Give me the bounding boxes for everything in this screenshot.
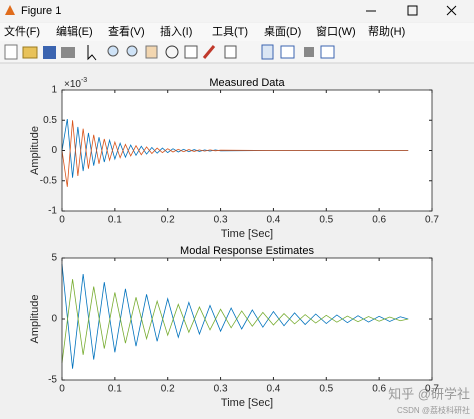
y-axis-label: Amplitude xyxy=(29,295,41,344)
watermark: 知乎 @研学社 xyxy=(388,386,470,401)
tool-new[interactable] xyxy=(4,44,18,60)
tool-datatip[interactable] xyxy=(184,45,198,59)
menu-item[interactable]: 查看(V) xyxy=(108,24,145,38)
x-tick-label: 0.5 xyxy=(319,384,333,395)
y-multiplier: ×10-3 xyxy=(64,77,87,90)
tool-colorbar[interactable] xyxy=(261,44,274,60)
chart-title: Measured Data xyxy=(209,77,285,89)
y-multiplier-base: ×10 xyxy=(64,79,81,90)
y-multiplier-exponent: -3 xyxy=(81,77,87,84)
x-tick-label: 0.6 xyxy=(372,215,386,226)
x-tick-label: 0.1 xyxy=(108,215,122,226)
x-tick-label: 0.1 xyxy=(108,384,122,395)
y-tick-label: -0.5 xyxy=(40,175,58,186)
y-tick-label: 0 xyxy=(51,145,57,156)
x-tick-label: 0.7 xyxy=(425,384,439,395)
tool-zoom-out[interactable] xyxy=(126,45,138,57)
y-tick-label: 5 xyxy=(51,253,57,264)
app-icon xyxy=(5,5,15,15)
axes-box xyxy=(61,89,433,212)
x-tick-label: 0.5 xyxy=(319,215,333,226)
series-line xyxy=(61,120,409,187)
chart-title: Modal Response Estimates xyxy=(180,245,314,257)
series-line xyxy=(61,279,409,363)
y-axis-label: Amplitude xyxy=(29,126,41,175)
menu-item[interactable]: 插入(I) xyxy=(160,24,192,38)
x-tick-label: 0.6 xyxy=(372,384,386,395)
x-tick-label: 0.2 xyxy=(161,384,175,395)
window-title: Figure 1 xyxy=(21,5,61,17)
tool-brush[interactable] xyxy=(202,45,216,59)
y-tick-label: 0.5 xyxy=(43,115,57,126)
tool-hide[interactable] xyxy=(304,47,314,57)
close-button[interactable] xyxy=(446,5,457,16)
y-tick-label: -5 xyxy=(48,375,57,386)
tool-print[interactable] xyxy=(61,47,75,58)
x-tick-label: 0 xyxy=(59,384,65,395)
menu-items: 文件(F) 编辑(E) 查看(V) 插入(I) 工具(T) 桌面(D) 窗口(W) 帮助(H) xyxy=(4,24,405,38)
title-bar xyxy=(0,0,474,22)
x-tick-label: 0.7 xyxy=(425,215,439,226)
tool-pan[interactable] xyxy=(145,45,158,59)
menu-item[interactable]: 桌面(D) xyxy=(264,25,301,38)
tool-legend[interactable] xyxy=(280,45,295,59)
y-tick-label: 1 xyxy=(51,85,57,96)
axes-box xyxy=(61,257,433,381)
x-axis-label: Time [Sec] xyxy=(221,228,273,240)
y-tick-label: -1 xyxy=(48,206,57,217)
tool-save[interactable] xyxy=(43,46,56,59)
x-axis-label: Time [Sec] xyxy=(221,397,273,409)
toolbar-icons xyxy=(4,44,335,61)
menu-item[interactable]: 文件(F) xyxy=(4,24,40,38)
x-tick-label: 0.4 xyxy=(266,384,280,395)
watermark-sub: CSDN @荔枝科研社 xyxy=(397,405,470,415)
x-tick-label: 0.2 xyxy=(161,215,175,226)
tool-zoom-in[interactable] xyxy=(107,45,119,57)
tool-link[interactable] xyxy=(224,45,237,59)
menu-item[interactable]: 帮助(H) xyxy=(368,24,405,38)
y-tick-label: 0 xyxy=(51,314,57,325)
tool-show[interactable] xyxy=(320,45,335,59)
x-tick-label: 0.4 xyxy=(266,215,280,226)
toolbar xyxy=(0,41,474,63)
tool-rotate[interactable] xyxy=(165,45,179,59)
tool-open[interactable] xyxy=(22,46,38,59)
menu-bar xyxy=(0,23,474,41)
x-tick-label: 0 xyxy=(59,215,65,226)
x-tick-label: 0.3 xyxy=(214,215,228,226)
menu-item[interactable]: 窗口(W) xyxy=(316,24,356,38)
menu-item[interactable]: 编辑(E) xyxy=(56,24,93,38)
x-tick-label: 0.3 xyxy=(214,384,228,395)
menu-item[interactable]: 工具(T) xyxy=(212,25,248,38)
maximize-button[interactable] xyxy=(407,5,418,16)
tool-pointer[interactable] xyxy=(87,45,97,61)
